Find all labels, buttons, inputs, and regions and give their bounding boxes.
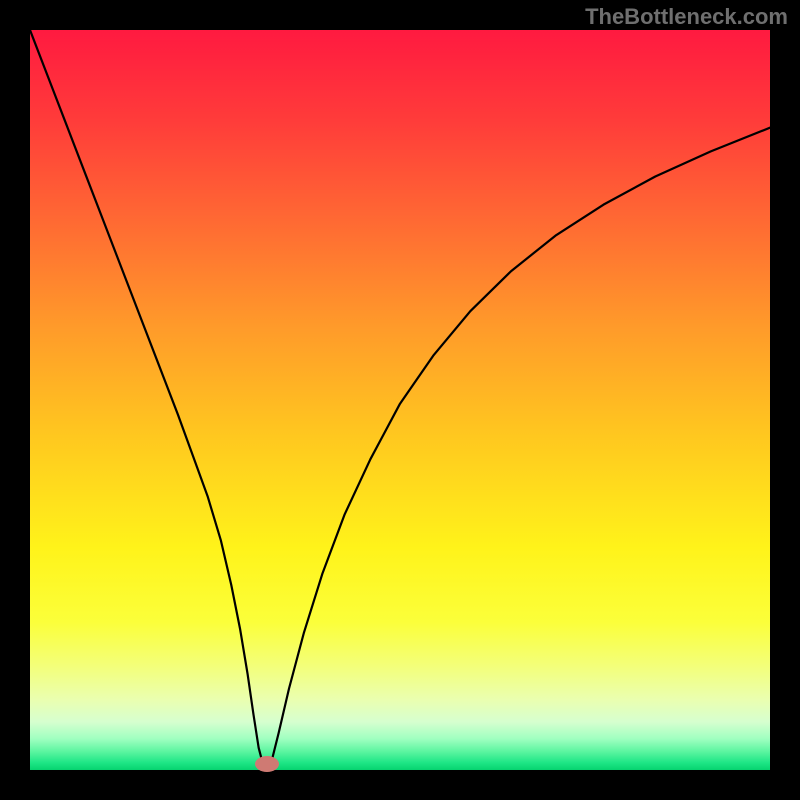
curve-path <box>30 30 770 770</box>
plot-area <box>30 30 770 770</box>
watermark-text: TheBottleneck.com <box>585 4 788 30</box>
optimal-point-marker <box>255 756 279 772</box>
bottleneck-curve <box>30 30 770 770</box>
chart-frame: TheBottleneck.com <box>0 0 800 800</box>
